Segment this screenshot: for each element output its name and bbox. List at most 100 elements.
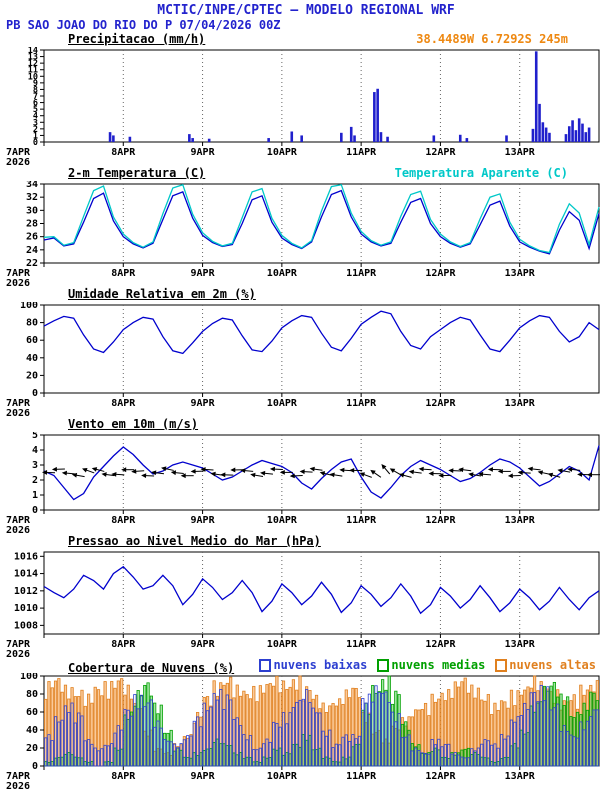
panel-wind: Vento em 10m (m/s) 0 1 2 3 4 5 7APR 2026 8APR 9APR…: [0, 417, 612, 534]
wind-arrow-icon: [329, 472, 343, 478]
x-tick-label: 11APR: [346, 515, 377, 526]
x-tick-label: 9APR: [191, 268, 216, 279]
y-tick-label: 3: [32, 460, 38, 471]
series-line: [43, 189, 600, 255]
y-tick-label: 1008: [14, 620, 38, 631]
legend-item: nuvens altas: [495, 658, 596, 673]
wind-arrow-icon: [279, 470, 293, 475]
y-tick-label: 32: [26, 192, 38, 203]
y-tick-label: 0: [32, 388, 38, 399]
x-tick-label: 13APR: [505, 147, 536, 158]
wind-arrow-icon: [111, 471, 125, 477]
wind-arrow-icon: [299, 469, 313, 475]
x-tick-label: 7APR: [6, 771, 31, 782]
x-tick-label: 11APR: [346, 147, 377, 158]
wind-arrow-icon: [161, 466, 174, 472]
y-tick-label: 6: [33, 99, 38, 109]
x-tick-label: 10APR: [267, 147, 298, 158]
wind-arrow-icon: [497, 469, 511, 474]
legend-swatch-icon: [495, 659, 508, 672]
x-tick-sublabel: 2026: [6, 649, 30, 658]
panel-title-clouds: Cobertura de Nuvens (%): [68, 661, 235, 675]
wind-arrow-icon: [82, 467, 95, 474]
panel-slp: Pressao ao Nivel Medio do Mar (hPa) 1008 1…: [0, 534, 612, 658]
wind-arrow-icon: [418, 466, 432, 472]
wind-arrow-icon: [507, 473, 521, 479]
wind-arrow-icon: [517, 470, 531, 476]
x-tick-label: 8APR: [111, 515, 136, 526]
y-tick-label: 100: [20, 673, 38, 682]
x-tick-label: 10APR: [267, 398, 298, 409]
chart-title: MCTIC/INPE/CPTEC — MODELO REGIONAL WRF: [157, 3, 455, 18]
y-tick-label: 1: [32, 490, 38, 501]
wind-arrow-icon: [527, 466, 541, 472]
x-tick-label: 13APR: [505, 639, 536, 650]
y-tick-label: 80: [26, 318, 38, 329]
wind-arrow-icon: [151, 470, 165, 476]
x-tick-label: 8APR: [111, 639, 136, 650]
wind-arrow-icon: [398, 472, 412, 478]
y-tick-label: 40: [26, 353, 38, 364]
wind-arrow-icon: [131, 468, 145, 474]
y-tick-label: 1: [33, 131, 38, 141]
x-tick-label: 13APR: [505, 515, 536, 526]
wind-arrow-icon: [567, 467, 581, 472]
legend-item: nuvens baixas: [259, 658, 367, 673]
panel-title-precip: Precipitacao (mm/h): [68, 32, 206, 46]
wind-arrow-icon: [448, 468, 462, 473]
wind-arrow-icon: [190, 468, 204, 474]
y-tick-label: 3: [33, 118, 38, 128]
panel-title-slp: Pressao ao Nivel Medio do Mar (hPa): [68, 534, 321, 548]
x-tick-label: 13APR: [505, 771, 536, 782]
y-tick-label: 0: [32, 761, 38, 772]
y-tick-label: 2: [32, 475, 38, 486]
wind-arrow-icon: [220, 472, 234, 478]
wind-arrow-icon: [408, 469, 422, 475]
x-tick-label: 12APR: [425, 515, 456, 526]
x-tick-label: 10APR: [267, 515, 298, 526]
y-tick-label: 1014: [14, 569, 38, 580]
x-tick-label: 9APR: [191, 515, 216, 526]
x-tick-label: 10APR: [267, 268, 298, 279]
x-tick-label: 8APR: [111, 771, 136, 782]
x-tick-sublabel: 2026: [6, 781, 30, 790]
wind-arrow-icon: [180, 473, 194, 479]
wind-arrow-icon: [487, 467, 501, 472]
x-tick-label: 8APR: [111, 268, 136, 279]
wind-arrow-icon: [42, 470, 56, 475]
wind-arrow-icon: [91, 467, 105, 472]
y-tick-label: 4: [32, 445, 38, 456]
x-tick-label: 11APR: [346, 268, 377, 279]
apparent-temp-legend: Temperatura Aparente (C): [394, 166, 568, 180]
x-tick-label: 8APR: [111, 398, 136, 409]
wind-arrow-icon: [121, 467, 135, 473]
y-tick-label: 100: [20, 302, 38, 311]
x-tick-label: 11APR: [346, 771, 377, 782]
x-tick-label: 9APR: [191, 147, 216, 158]
y-tick-label: 60: [26, 707, 38, 718]
x-tick-sublabel: 2026: [6, 525, 30, 534]
y-tick-label: 2: [33, 125, 38, 135]
wind-arrow-icon: [200, 467, 214, 472]
y-tick-label: 20: [26, 370, 38, 381]
y-tick-label: 30: [26, 205, 38, 216]
legend-swatch-icon: [259, 659, 272, 672]
y-tick-label: 9: [33, 79, 38, 89]
wind-arrow-icon: [269, 466, 283, 472]
x-tick-sublabel: 2026: [6, 408, 30, 417]
wind-arrow-icon: [370, 469, 382, 478]
x-tick-label: 10APR: [267, 639, 298, 650]
y-tick-label: 60: [26, 335, 38, 346]
wind-arrow-icon: [478, 471, 492, 477]
wind-arrow-icon: [61, 470, 75, 476]
wind-arrow-icon: [547, 472, 561, 478]
x-tick-label: 12APR: [425, 268, 456, 279]
series-line: [43, 310, 600, 355]
wind-arrow-icon: [458, 467, 472, 473]
series-line: [43, 445, 600, 501]
y-tick-label: 40: [26, 725, 38, 736]
